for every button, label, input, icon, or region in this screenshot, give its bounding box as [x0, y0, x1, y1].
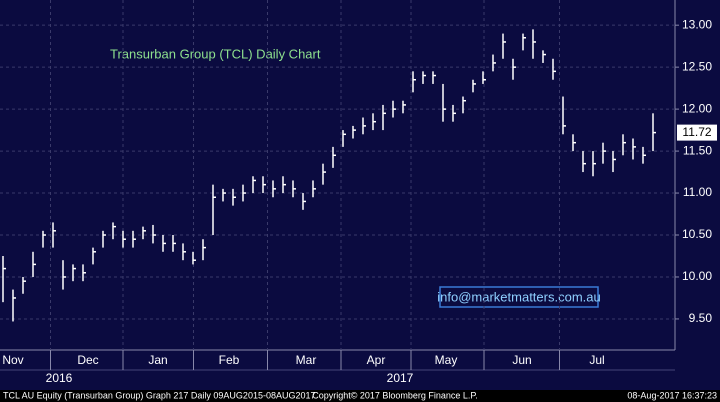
annotation: info@marketmatters.com.au — [437, 289, 600, 304]
footer-right: 08-Aug-2017 16:37:23 — [627, 390, 717, 400]
x-tick-label: Jan — [148, 353, 167, 367]
y-tick-label: 11.50 — [683, 143, 712, 157]
footer-center: Copyright© 2017 Bloomberg Finance L.P. — [312, 390, 478, 400]
last-price-box — [677, 124, 717, 141]
y-tick-label: 10.00 — [682, 269, 712, 283]
y-tick-label: 13.00 — [682, 17, 712, 31]
year-label: 2017 — [387, 371, 414, 385]
footer-bar — [0, 390, 720, 402]
y-tick-label: 12.50 — [682, 59, 712, 73]
background — [0, 0, 720, 390]
x-tick-label: May — [435, 353, 458, 367]
x-tick-label: Nov — [2, 353, 23, 367]
year-label: 2016 — [46, 371, 73, 385]
x-tick-label: Feb — [219, 353, 240, 367]
annotation-box — [439, 286, 599, 308]
footer-left: TCL AU Equity (Transurban Group) Graph 2… — [3, 390, 316, 400]
y-tick-label: 11.00 — [683, 185, 712, 199]
y-tick-label: 10.50 — [682, 227, 712, 241]
x-tick-label: Jun — [512, 353, 531, 367]
y-tick-label: 9.50 — [689, 311, 713, 325]
x-tick-label: Apr — [367, 353, 386, 367]
chart-title: Transurban Group (TCL) Daily Chart — [110, 46, 321, 61]
last-price-label: 11.72 — [682, 125, 711, 139]
x-tick-label: Jul — [589, 353, 604, 367]
x-tick-label: Mar — [296, 353, 317, 367]
y-tick-label: 12.00 — [682, 101, 712, 115]
x-tick-label: Dec — [77, 353, 98, 367]
